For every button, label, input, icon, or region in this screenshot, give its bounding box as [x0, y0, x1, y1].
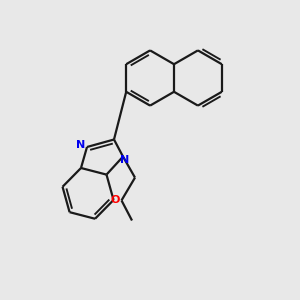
Text: N: N	[76, 140, 85, 150]
Text: O: O	[110, 195, 120, 206]
Text: N: N	[120, 155, 129, 165]
